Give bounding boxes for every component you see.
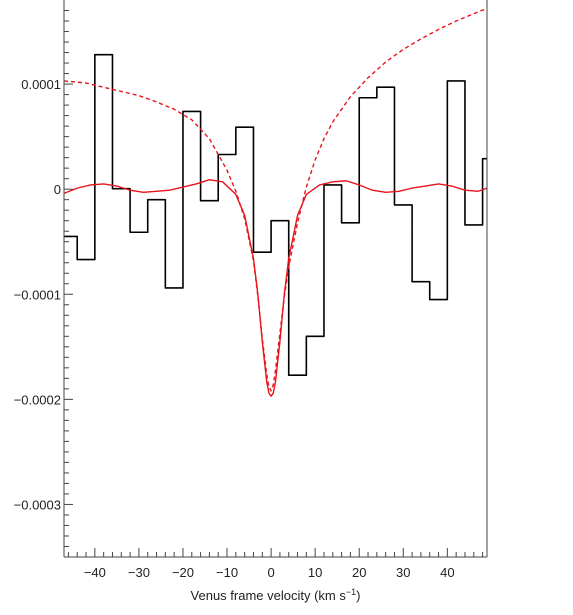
x-axis-title-main: Venus frame velocity (km s xyxy=(191,588,347,603)
x-tick-label: −40 xyxy=(84,565,106,580)
x-tick-label: 40 xyxy=(440,565,454,580)
x-axis-title-close: ) xyxy=(356,588,360,603)
y-tick-label: −0.0002 xyxy=(14,392,61,407)
y-tick-label: −0.0003 xyxy=(14,497,61,512)
x-tick-label: −10 xyxy=(216,565,238,580)
model-dashed-line xyxy=(64,7,487,392)
plot-series xyxy=(64,7,487,397)
x-tick-label: 10 xyxy=(308,565,322,580)
y-tick-label: −0.0001 xyxy=(14,287,61,302)
x-axis-title: Venus frame velocity (km s−1) xyxy=(191,587,361,603)
tick-marks xyxy=(64,10,484,557)
x-axis-title-sup: −1 xyxy=(346,587,356,597)
x-tick-labels: −40 −30 −20 −10 0 10 20 30 40 xyxy=(84,565,455,580)
y-tick-label: 0 xyxy=(54,182,61,197)
x-tick-label: 0 xyxy=(267,565,274,580)
x-tick-label: 20 xyxy=(352,565,366,580)
y-tick-labels: 0.0001 0 −0.0001 −0.0002 −0.0003 xyxy=(14,77,61,512)
x-tick-label: −30 xyxy=(128,565,150,580)
x-tick-label: 30 xyxy=(396,565,410,580)
model-solid-line xyxy=(64,179,487,397)
x-tick-label: −20 xyxy=(172,565,194,580)
y-tick-label: 0.0001 xyxy=(21,77,61,92)
data-histogram-line xyxy=(64,53,487,376)
